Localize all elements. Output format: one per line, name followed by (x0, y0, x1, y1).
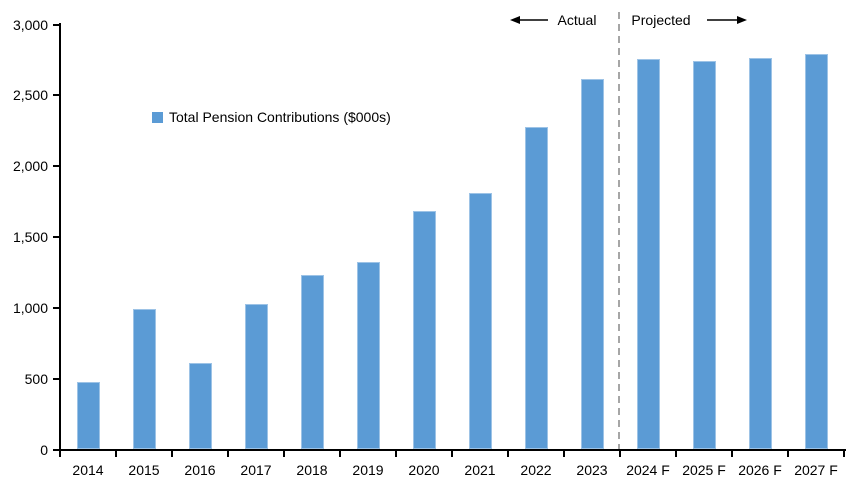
x-axis-tick (787, 451, 789, 457)
bar-2024-f (636, 59, 660, 449)
y-axis-line (59, 23, 61, 451)
actual-projected-divider (618, 12, 620, 449)
x-axis-tick (59, 451, 61, 457)
y-axis-tick (53, 377, 59, 380)
bar-2016 (188, 363, 212, 449)
x-axis-tick (675, 451, 677, 457)
x-axis-tick-label: 2023 (576, 462, 608, 478)
bar-2020 (412, 211, 436, 449)
bar-2023 (580, 79, 604, 449)
x-axis-tick-label: 2022 (520, 462, 552, 478)
y-axis-tick (53, 23, 59, 26)
bar-2019 (356, 262, 380, 449)
y-axis-tick-label: 1,000 (12, 299, 48, 316)
x-axis-tick (563, 451, 565, 457)
x-axis-tick-label: 2016 (184, 462, 216, 478)
bar-2015 (132, 309, 156, 449)
bar-2022 (524, 127, 548, 449)
arrow-right-icon (707, 16, 747, 24)
bar-2017 (244, 304, 268, 449)
legend-label: Total Pension Contributions ($000s) (169, 109, 391, 125)
x-axis-tick-label: 2017 (240, 462, 272, 478)
bar-2018 (300, 275, 324, 449)
x-axis-tick (227, 451, 229, 457)
x-axis-tick (283, 451, 285, 457)
x-axis-tick (339, 451, 341, 457)
y-axis-tick-label: 1,500 (12, 229, 48, 245)
x-axis-tick-label: 2024 F (626, 462, 670, 478)
bar-2027-f (804, 54, 828, 449)
x-axis-tick (843, 451, 845, 457)
bar-2026-f (748, 58, 772, 449)
y-axis-tick-label: 500 (24, 370, 48, 387)
x-axis-tick-label: 2019 (352, 462, 384, 478)
x-axis-tick-label: 2027 F (794, 462, 838, 478)
x-axis-tick (731, 451, 733, 457)
y-axis-tick-label: 3,000 (12, 16, 48, 33)
x-axis-tick (395, 451, 397, 457)
y-axis-tick (53, 236, 59, 238)
x-axis-tick-label: 2015 (128, 462, 160, 478)
x-axis-tick (171, 451, 173, 457)
x-axis-tick-label: 2021 (464, 462, 496, 478)
bar-2014 (76, 382, 100, 449)
y-axis-tick (53, 448, 59, 451)
y-axis-tick (53, 306, 59, 309)
y-axis-tick (53, 165, 59, 168)
x-axis-tick-label: 2026 F (738, 462, 782, 478)
x-axis-tick-label: 2020 (408, 462, 440, 478)
arrow-left-icon (510, 16, 548, 24)
legend-swatch-icon (152, 112, 163, 123)
bar-2021 (468, 193, 492, 449)
legend: Total Pension Contributions ($000s) (152, 109, 391, 126)
y-axis-tick (53, 94, 59, 97)
x-axis-tick (507, 451, 509, 457)
y-axis-tick-label: 0 (40, 441, 48, 458)
projected-label: Projected (631, 12, 691, 28)
x-axis-line (53, 449, 846, 451)
y-axis-tick-label: 2,000 (12, 158, 48, 175)
x-axis-tick-label: 2014 (72, 462, 104, 478)
x-axis-tick-label: 2025 F (682, 462, 726, 478)
x-axis-tick (619, 451, 621, 457)
bar-2025-f (692, 61, 716, 449)
y-axis-tick-label: 2,500 (12, 87, 48, 104)
x-axis-tick (115, 451, 117, 457)
x-axis-tick (451, 451, 453, 457)
actual-label: Actual (557, 12, 597, 28)
x-axis-tick-label: 2018 (296, 462, 328, 478)
